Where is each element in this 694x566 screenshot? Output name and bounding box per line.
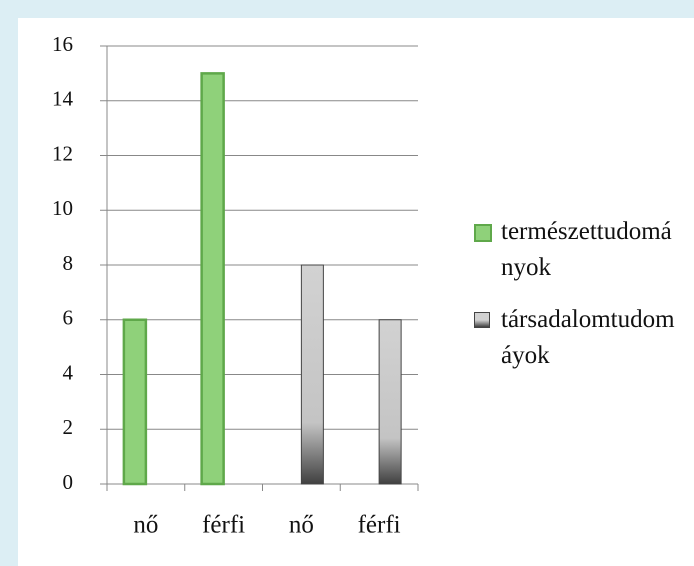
x-tick-label: férfi	[358, 512, 401, 539]
y-tick-label: 2	[63, 415, 74, 439]
y-tick-label: 16	[52, 32, 73, 56]
y-tick-label: 14	[52, 87, 74, 111]
legend-swatch	[474, 312, 490, 328]
bar	[378, 319, 402, 485]
y-tick-label: 12	[52, 141, 73, 165]
x-tick-label: nő	[289, 512, 314, 539]
bar	[300, 264, 324, 485]
y-tick-label: 10	[52, 196, 73, 220]
x-tick-label: nő	[133, 512, 158, 539]
y-tick-label: 6	[63, 306, 74, 330]
bar	[200, 72, 225, 486]
legend-label: társadalomtudomáyok	[501, 306, 675, 369]
y-tick-label: 8	[63, 251, 74, 275]
bar	[122, 318, 148, 486]
legend-label: természettudományok	[501, 218, 672, 281]
y-tick-label: 0	[63, 470, 74, 494]
x-tick-label: férfi	[202, 512, 245, 539]
legend-swatch	[474, 224, 492, 242]
y-tick-label: 4	[63, 360, 74, 384]
